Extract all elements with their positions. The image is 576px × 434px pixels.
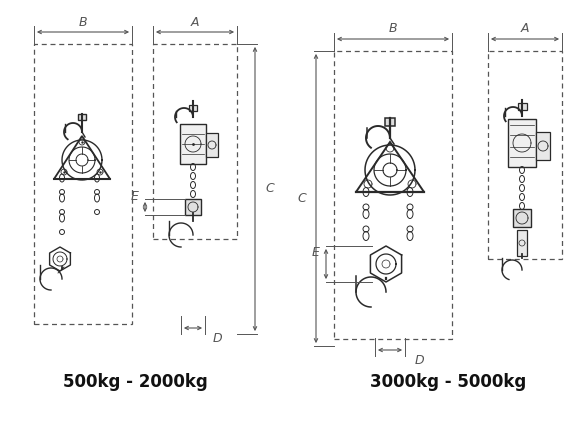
Bar [508,119,536,167]
Text: B: B [389,23,397,36]
Text: C: C [265,183,274,195]
Text: 3000kg - 5000kg: 3000kg - 5000kg [370,373,526,391]
Text: B: B [79,16,88,29]
Bar [334,51,452,339]
Text: E: E [312,246,320,259]
Bar [513,209,531,227]
Bar [518,103,527,110]
Bar [385,118,395,126]
Text: 500kg - 2000kg: 500kg - 2000kg [63,373,208,391]
Bar [206,133,218,157]
Bar [34,44,132,324]
Text: D: D [212,332,222,345]
Text: A: A [191,16,199,29]
Text: E: E [131,191,139,204]
Bar [153,44,237,239]
Bar [78,114,86,120]
Bar [488,51,562,259]
Bar [180,124,206,164]
Bar [185,199,201,215]
Text: A: A [521,23,529,36]
Text: D: D [414,354,424,366]
Bar [189,105,197,111]
Bar [536,132,550,160]
Text: C: C [297,192,306,205]
Bar [517,230,527,256]
